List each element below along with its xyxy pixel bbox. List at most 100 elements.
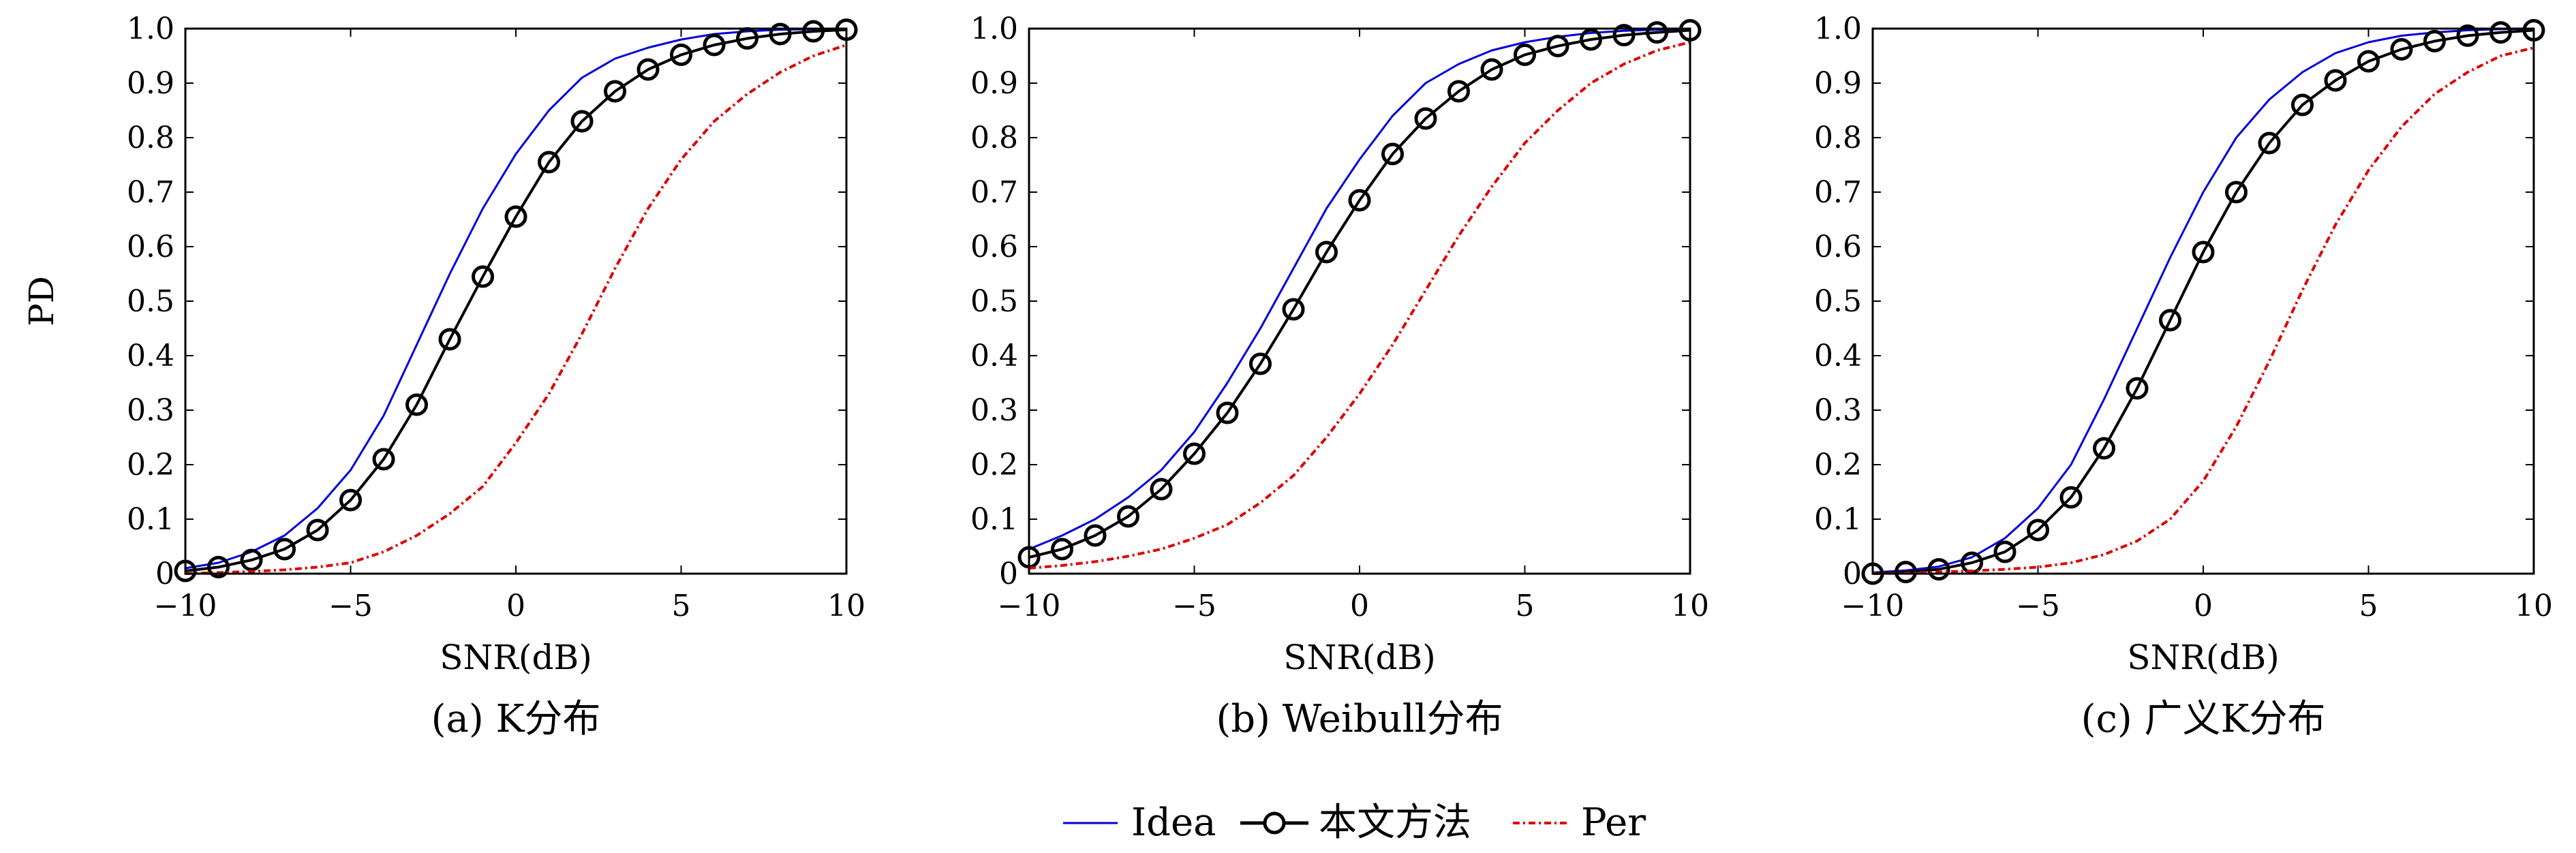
x-axis-label: SNR(dB) bbox=[440, 638, 592, 677]
data-point-method bbox=[1150, 478, 1173, 501]
data-point-method bbox=[2489, 21, 2512, 44]
data-point-method bbox=[2456, 24, 2479, 47]
series-line-method bbox=[1872, 29, 2534, 575]
y-tick-label: 0.4 bbox=[127, 339, 174, 373]
y-tick-label: 0.2 bbox=[127, 448, 174, 482]
data-point-method bbox=[769, 22, 792, 46]
legend: Idea 本文方法 Per bbox=[1063, 801, 1646, 845]
y-tick-label: 0 bbox=[999, 557, 1018, 591]
y-tick-label: 0.8 bbox=[970, 121, 1018, 155]
x-tick-label: 0 bbox=[1350, 589, 1369, 623]
data-point-method bbox=[2093, 437, 2115, 460]
y-tick-label: 0.1 bbox=[127, 502, 174, 537]
data-point-method bbox=[2291, 93, 2314, 117]
data-point-method bbox=[372, 448, 395, 471]
panel-1: 0 0.1 0.2 0.3 0.4 0.5 0.6 0.7 0.8 0.9 1.0 −10 −5 0 5 10… bbox=[22, 12, 865, 741]
series-line-method bbox=[1028, 29, 1691, 559]
y-tick-label: 0.5 bbox=[127, 284, 174, 319]
series-line-per bbox=[1872, 46, 2534, 575]
series-line-method bbox=[185, 28, 847, 572]
y-tick-label: 0.1 bbox=[1814, 502, 1862, 537]
panel-caption: (a) K分布 bbox=[431, 697, 601, 741]
data-point-method bbox=[1646, 21, 1668, 44]
x-tick-label: 5 bbox=[672, 589, 691, 623]
data-point-method bbox=[240, 548, 263, 572]
data-point-method bbox=[538, 151, 560, 174]
x-tick-label: 10 bbox=[1671, 589, 1709, 623]
x-tick-label: 10 bbox=[827, 589, 865, 623]
data-point-method bbox=[1249, 352, 1272, 375]
x-tick-label: 0 bbox=[2194, 589, 2213, 623]
data-point-method bbox=[703, 33, 726, 57]
y-tick-label: 0.2 bbox=[1814, 448, 1862, 482]
data-point-method bbox=[405, 393, 428, 416]
x-tick-label: 10 bbox=[2515, 589, 2553, 623]
x-tick-label: 5 bbox=[2359, 589, 2378, 623]
y-tick-label: 0.6 bbox=[1814, 230, 1862, 264]
y-tick-label: 0.3 bbox=[970, 393, 1018, 428]
y-tick-label: 0.7 bbox=[970, 175, 1018, 210]
x-tick-label: 5 bbox=[1516, 589, 1535, 623]
panel-caption: (c) 广义K分布 bbox=[2081, 697, 2326, 741]
y-tick-label: 0.5 bbox=[1814, 284, 1862, 319]
data-point-method bbox=[1480, 58, 1503, 81]
data-point-method bbox=[570, 110, 594, 133]
data-point-method bbox=[1447, 80, 1470, 103]
y-tick-label: 0.6 bbox=[127, 230, 174, 264]
plot-frame bbox=[184, 27, 848, 575]
y-tick-label: 0.5 bbox=[970, 284, 1018, 319]
x-axis-label: SNR(dB) bbox=[2127, 638, 2279, 677]
series-line-idea bbox=[1028, 27, 1691, 550]
panel-2: 0 0.1 0.2 0.3 0.4 0.5 0.6 0.7 0.8 0.9 1.0 −10 −5 0 5 10… bbox=[970, 12, 1709, 741]
x-axis-label: SNR(dB) bbox=[1283, 638, 1435, 677]
x-tick-label: −10 bbox=[154, 589, 217, 623]
data-point-method bbox=[2126, 377, 2149, 400]
data-point-method bbox=[637, 58, 660, 81]
y-tick-label: 1.0 bbox=[127, 12, 174, 46]
y-tick-label: 1.0 bbox=[970, 12, 1018, 46]
data-point-method bbox=[1546, 35, 1569, 58]
data-point-method bbox=[1993, 540, 2017, 563]
panel-3: 0 0.1 0.2 0.3 0.4 0.5 0.6 0.7 0.8 0.9 1.0 −10 −5 0 5 10… bbox=[1814, 12, 2553, 741]
data-point-method bbox=[2423, 29, 2446, 52]
data-point-method bbox=[472, 265, 494, 288]
data-point-method bbox=[1051, 538, 1073, 561]
y-tick-label: 0 bbox=[155, 557, 174, 591]
data-point-method bbox=[2258, 131, 2281, 155]
data-point-method bbox=[1414, 107, 1437, 130]
data-point-method bbox=[1927, 558, 1950, 581]
data-point-method bbox=[1183, 442, 1206, 465]
x-tick-label: 0 bbox=[506, 589, 525, 623]
y-tick-label: 0.6 bbox=[970, 230, 1018, 264]
y-tick-label: 0.8 bbox=[1814, 121, 1862, 155]
legend-method-marker bbox=[1263, 811, 1286, 835]
data-point-method bbox=[1117, 505, 1139, 528]
data-point-method bbox=[306, 518, 329, 542]
y-tick-label: 0.3 bbox=[127, 393, 174, 428]
data-point-method bbox=[273, 538, 296, 561]
data-point-method bbox=[1348, 189, 1371, 212]
x-tick-label: −5 bbox=[328, 589, 373, 623]
legend-per-label: Per bbox=[1581, 801, 1646, 845]
data-point-method bbox=[1084, 524, 1107, 547]
y-tick-label: 0.2 bbox=[970, 448, 1018, 482]
data-point-method bbox=[438, 328, 461, 351]
data-point-method bbox=[2357, 50, 2380, 73]
data-point-method bbox=[2027, 518, 2049, 542]
data-point-method bbox=[670, 43, 692, 66]
y-tick-label: 0.4 bbox=[970, 339, 1018, 373]
plot-frame bbox=[1871, 27, 2535, 575]
legend-idea-label: Idea bbox=[1131, 801, 1216, 845]
data-point-method bbox=[2225, 181, 2248, 204]
data-point-method bbox=[2059, 486, 2083, 509]
legend-method-label: 本文方法 bbox=[1319, 801, 1471, 845]
data-point-method bbox=[207, 555, 230, 578]
data-point-method bbox=[2390, 37, 2413, 61]
panel-caption: (b) Weibull分布 bbox=[1216, 697, 1503, 741]
x-tick-label: −5 bbox=[1172, 589, 1216, 623]
y-tick-label: 0 bbox=[1843, 557, 1862, 591]
data-point-method bbox=[2159, 309, 2181, 332]
y-tick-label: 0.9 bbox=[1814, 66, 1862, 101]
y-tick-label: 0.9 bbox=[970, 66, 1018, 101]
